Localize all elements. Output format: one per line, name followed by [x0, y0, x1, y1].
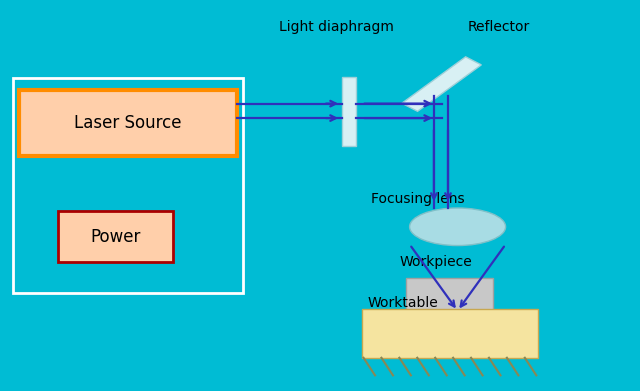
Polygon shape — [402, 57, 481, 111]
FancyBboxPatch shape — [406, 278, 493, 311]
Text: Focusing lens: Focusing lens — [371, 192, 465, 206]
FancyBboxPatch shape — [342, 77, 356, 145]
FancyBboxPatch shape — [19, 90, 237, 156]
FancyBboxPatch shape — [58, 211, 173, 262]
Text: Light diaphragm: Light diaphragm — [278, 20, 394, 34]
FancyBboxPatch shape — [362, 309, 538, 358]
Text: Reflector: Reflector — [468, 20, 531, 34]
Text: Power: Power — [90, 228, 140, 246]
Text: Laser Source: Laser Source — [74, 114, 182, 132]
Text: Workpiece: Workpiece — [400, 255, 473, 269]
Text: Worktable: Worktable — [368, 296, 439, 310]
Ellipse shape — [410, 208, 506, 246]
